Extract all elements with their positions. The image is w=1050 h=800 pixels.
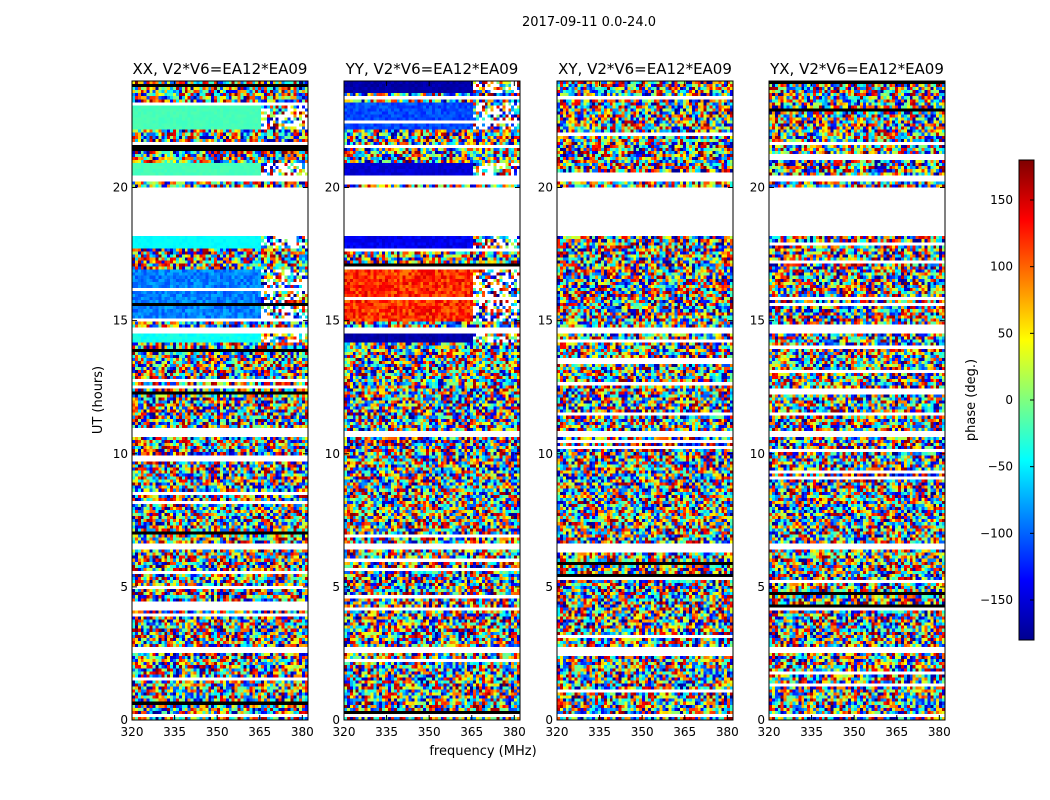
colorbar-tick-label: −50 (988, 460, 1013, 474)
panel-frame (556, 80, 734, 721)
x-tick-label: 350 (206, 725, 229, 739)
panel-title: XX, V2*V6=EA12*EA09 (133, 60, 308, 78)
panel-3: XY, V2*V6=EA12*EA09 320 335 350 365 380 0 5 10 15… (538, 60, 739, 739)
phase-heatmap-3 (557, 81, 733, 720)
panel-frame (768, 80, 946, 721)
panel-frame (131, 80, 309, 721)
y-tick-label: 5 (120, 580, 128, 594)
x-tick-label: 320 (758, 725, 781, 739)
y-tick-label: 15 (750, 314, 765, 328)
y-tick-label: 10 (538, 447, 553, 461)
colorbar-tick-label: 150 (990, 193, 1013, 207)
colorbar-tick-label: 50 (998, 326, 1013, 340)
x-tick-label: 335 (800, 725, 823, 739)
x-tick-label: 365 (885, 725, 908, 739)
x-tick-label: 380 (503, 725, 526, 739)
y-tick-label: 5 (545, 580, 553, 594)
x-tick-label: 350 (418, 725, 441, 739)
y-tick-label: 15 (325, 314, 340, 328)
panel-4: YX, V2*V6=EA12*EA09 320 335 350 365 380 0 5 10 15… (750, 60, 951, 739)
x-tick-label: 335 (163, 725, 186, 739)
colorbar-ticks: 150 100 50 0 −50 −100 −150 (980, 193, 1034, 607)
phase-heatmap-1 (132, 81, 308, 720)
colorbar: 150 100 50 0 −50 −100 −150 phase (deg.) (964, 159, 1035, 641)
x-tick-label: 380 (291, 725, 314, 739)
y-tick-label: 10 (113, 447, 128, 461)
y-tick-label: 20 (113, 181, 128, 195)
x-axis-label: frequency (MHz) (429, 744, 536, 759)
y-tick-label: 0 (332, 713, 340, 727)
x-tick-label: 365 (673, 725, 696, 739)
panel-frame (343, 80, 521, 721)
colorbar-tick-label: −100 (980, 526, 1013, 540)
x-tick-label: 335 (588, 725, 611, 739)
panel-title: YX, V2*V6=EA12*EA09 (769, 60, 944, 78)
phase-heatmap-4 (769, 81, 945, 720)
panel-title: YY, V2*V6=EA12*EA09 (345, 60, 519, 78)
x-tick-label: 320 (121, 725, 144, 739)
panel-title: XY, V2*V6=EA12*EA09 (558, 60, 732, 78)
x-tick-label: 365 (248, 725, 271, 739)
phase-heatmap-2 (344, 81, 520, 720)
y-tick-label: 15 (538, 314, 553, 328)
y-tick-label: 5 (757, 580, 765, 594)
y-tick-label: 0 (545, 713, 553, 727)
x-tick-label: 335 (375, 725, 398, 739)
x-tick-label: 380 (928, 725, 951, 739)
y-tick-label: 0 (757, 713, 765, 727)
x-tick-label: 350 (843, 725, 866, 739)
x-tick-label: 320 (546, 725, 569, 739)
y-axis-label: UT (hours) (91, 366, 106, 434)
figure-suptitle: 2017-09-11 0.0-24.0 (522, 15, 656, 30)
y-tick-label: 20 (538, 181, 553, 195)
panels-group: XX, V2*V6=EA12*EA09 320 335 350 365 380 0 5 10 15… (113, 60, 951, 739)
y-tick-label: 0 (120, 713, 128, 727)
x-tick-label: 365 (460, 725, 483, 739)
y-tick-label: 10 (325, 447, 340, 461)
y-tick-label: 15 (113, 314, 128, 328)
colorbar-label: phase (deg.) (964, 359, 979, 441)
colorbar-tick-label: −150 (980, 593, 1013, 607)
x-tick-label: 320 (333, 725, 356, 739)
panel-2: YY, V2*V6=EA12*EA09 320 335 350 365 380 0 5 10 15… (325, 60, 526, 739)
y-tick-label: 5 (332, 580, 340, 594)
panel-1: XX, V2*V6=EA12*EA09 320 335 350 365 380 0 5 10 15… (113, 60, 314, 739)
y-tick-label: 20 (325, 181, 340, 195)
y-tick-label: 10 (750, 447, 765, 461)
colorbar-tick-label: 0 (1005, 393, 1013, 407)
y-tick-label: 20 (750, 181, 765, 195)
x-tick-label: 350 (631, 725, 654, 739)
colorbar-tick-label: 100 (990, 260, 1013, 274)
x-tick-label: 380 (716, 725, 739, 739)
